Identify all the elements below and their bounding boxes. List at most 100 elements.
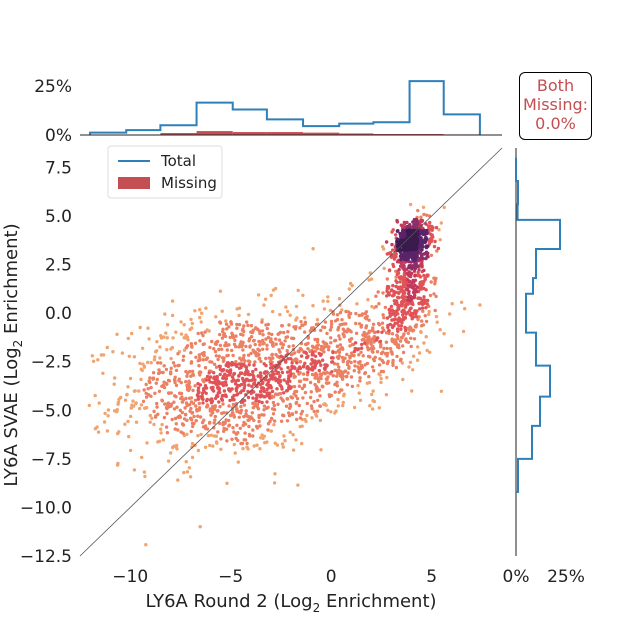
scatter-point <box>238 371 243 375</box>
scatter-point <box>348 339 352 343</box>
scatter-point <box>387 285 391 289</box>
scatter-point <box>337 354 341 358</box>
scatter-point <box>232 442 236 447</box>
scatter-point <box>245 445 249 449</box>
scatter-point <box>385 316 390 320</box>
scatter-point <box>197 390 201 394</box>
scatter-point <box>439 221 443 225</box>
scatter-point <box>294 394 298 398</box>
scatter-point <box>245 441 249 446</box>
scatter-point <box>263 297 268 301</box>
scatter-point <box>349 330 353 334</box>
scatter-point <box>173 427 177 431</box>
scatter-point <box>362 330 366 335</box>
scatter-point <box>434 314 439 319</box>
scatter-point <box>224 394 228 399</box>
scatter-point <box>230 387 234 391</box>
scatter-point <box>198 308 202 312</box>
scatter-point <box>336 356 341 361</box>
scatter-point <box>232 414 236 418</box>
scatter-point <box>269 362 273 366</box>
scatter-point <box>290 361 294 365</box>
scatter-point <box>367 330 371 335</box>
scatter-point <box>287 411 291 415</box>
scatter-point <box>376 330 380 334</box>
scatter-point <box>170 299 175 303</box>
scatter-point <box>149 361 153 365</box>
scatter-point <box>173 380 177 385</box>
scatter-point <box>237 366 242 370</box>
scatter-point <box>429 280 433 284</box>
scatter-point <box>406 259 411 264</box>
scatter-point <box>293 366 297 370</box>
scatter-point <box>271 400 276 405</box>
scatter-point <box>419 215 423 219</box>
scatter-point <box>144 406 148 410</box>
scatter-point <box>236 460 240 464</box>
scatter-point <box>414 314 418 319</box>
scatter-point <box>180 410 184 415</box>
scatter-point <box>204 386 209 390</box>
scatter-point <box>418 241 422 245</box>
scatter-point <box>425 302 429 306</box>
scatter-point <box>222 411 226 415</box>
scatter-point <box>409 296 414 301</box>
scatter-point <box>184 380 188 384</box>
scatter-point <box>357 370 361 374</box>
scatter-point <box>172 400 176 404</box>
scatter-point <box>240 343 245 347</box>
scatter-point <box>196 382 200 386</box>
scatter-point <box>408 360 413 364</box>
scatter-point <box>140 346 145 350</box>
scatter-point <box>290 412 294 416</box>
scatter-point <box>369 346 374 351</box>
scatter-point <box>155 377 159 382</box>
scatter-point <box>400 224 405 228</box>
scatter-point <box>407 253 411 258</box>
scatter-point <box>222 334 227 338</box>
scatter-point <box>403 328 408 333</box>
scatter-point <box>385 289 389 293</box>
scatter-point <box>232 372 236 376</box>
scatter-point <box>196 414 200 418</box>
scatter-point <box>204 391 208 395</box>
scatter-point <box>132 468 137 472</box>
scatter-point <box>270 389 275 394</box>
scatter-point <box>438 328 442 332</box>
scatter-point <box>103 411 107 416</box>
scatter-point <box>175 405 179 409</box>
scatter-point <box>203 445 208 449</box>
scatter-point <box>217 364 222 368</box>
scatter-point <box>126 385 130 389</box>
scatter-point <box>170 445 175 450</box>
scatter-point <box>126 336 130 341</box>
badge-line-2: Missing: <box>522 95 589 114</box>
scatter-point <box>234 387 238 391</box>
scatter-point <box>117 430 121 434</box>
scatter-point <box>162 364 166 368</box>
scatter-point <box>294 304 299 309</box>
scatter-point <box>247 339 251 343</box>
scatter-point <box>296 349 300 353</box>
scatter-point <box>190 441 195 446</box>
right-histogram-tick-label: 0% <box>503 567 530 587</box>
scatter-point <box>430 228 434 232</box>
scatter-point <box>435 249 439 253</box>
scatter-point <box>393 338 397 342</box>
scatter-point <box>428 220 432 225</box>
scatter-point <box>298 360 302 364</box>
scatter-point <box>157 439 162 443</box>
scatter-point <box>316 343 320 347</box>
scatter-point <box>120 351 125 355</box>
scatter-point <box>262 413 266 417</box>
scatter-point <box>326 299 330 303</box>
scatter-point <box>318 404 322 408</box>
scatter-point <box>337 334 341 338</box>
scatter-point <box>255 405 260 409</box>
scatter-point <box>336 404 340 408</box>
scatter-point <box>208 375 213 379</box>
scatter-point <box>283 339 287 343</box>
scatter-point <box>154 350 158 354</box>
scatter-point <box>400 285 404 289</box>
